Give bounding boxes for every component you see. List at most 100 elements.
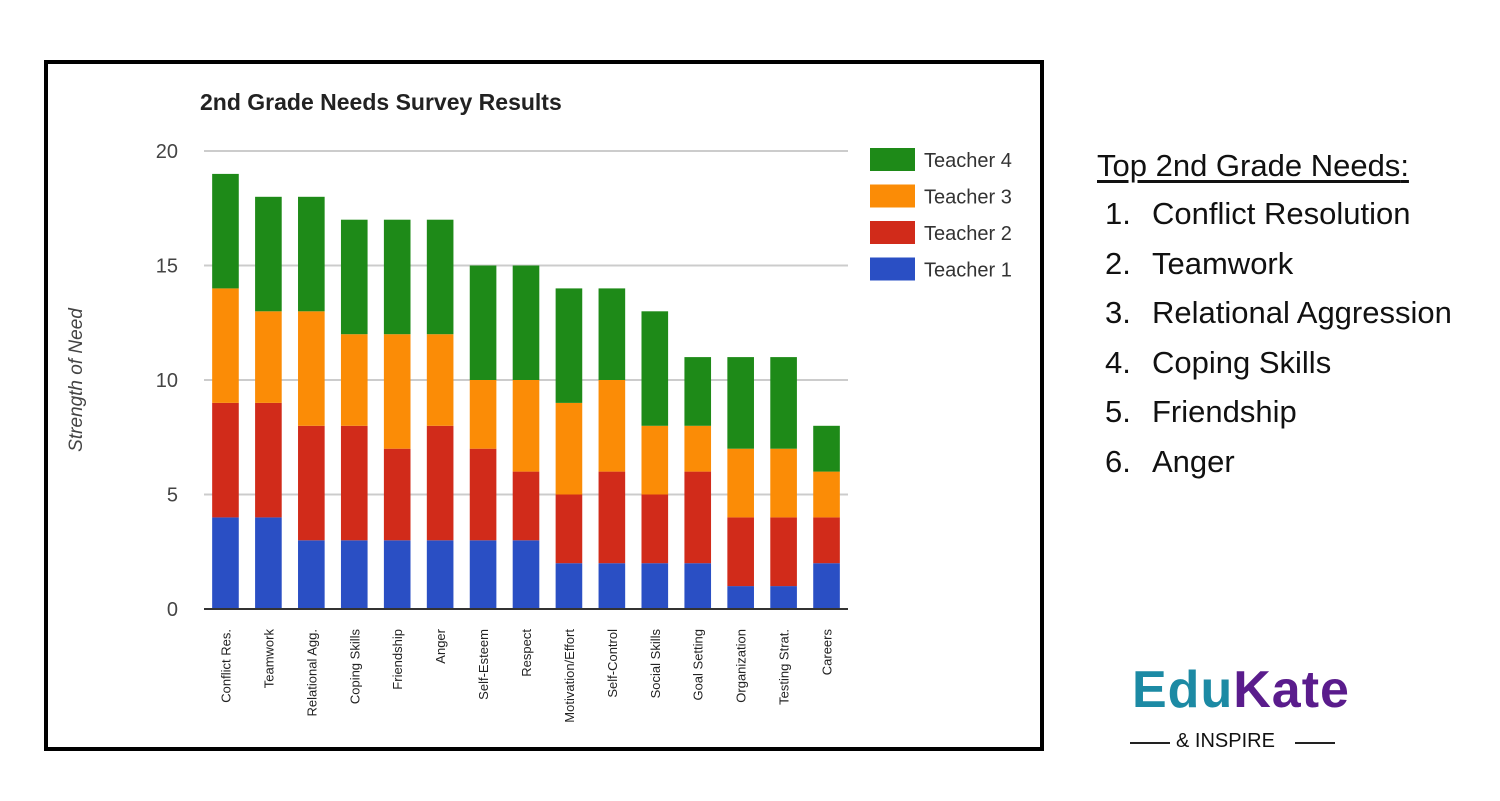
needs-list: 1. Conflict Resolution 2. Teamwork 3. Relat…	[1097, 194, 1497, 491]
logo-wordmark: EduKate	[1132, 660, 1350, 720]
need-label: Coping Skills	[1152, 344, 1332, 380]
bar-segment-teacher-4	[770, 357, 797, 449]
bar-segment-teacher-2	[813, 517, 840, 564]
logo-rule-right	[1295, 742, 1335, 744]
bar-segment-teacher-1	[555, 563, 583, 609]
bar-segment-teacher-2	[469, 448, 497, 541]
legend-swatch	[870, 148, 915, 171]
x-tick-label: Teamwork	[261, 629, 276, 689]
x-tick-label: Coping Skills	[347, 629, 362, 705]
bar-segment-teacher-1	[770, 586, 797, 609]
bar-segment-teacher-3	[212, 288, 239, 403]
logo-tagline-text: & INSPIRE	[1176, 730, 1275, 752]
chart-frame: 2nd Grade Needs Survey Results 0 5 10 15 20 St…	[44, 60, 1044, 751]
logo-tagline: & INSPIRE	[1130, 730, 1335, 756]
bar-segment-teacher-1	[383, 540, 411, 609]
bar-segment-teacher-4	[426, 219, 454, 335]
bar-segment-teacher-3	[383, 334, 411, 449]
need-item-3: 3. Relational Aggression	[1097, 293, 1497, 343]
bar-segment-teacher-2	[727, 517, 754, 587]
need-label: Friendship	[1152, 394, 1297, 429]
bar-segment-teacher-1	[255, 517, 282, 609]
bar-segment-teacher-1	[469, 540, 497, 609]
bar-segment-teacher-1	[598, 563, 626, 609]
need-number: 5.	[1105, 394, 1131, 429]
bar-segment-teacher-1	[426, 540, 454, 609]
bar-segment-teacher-2	[598, 471, 626, 564]
bar-segment-teacher-3	[426, 334, 454, 426]
bar-segment-teacher-4	[813, 425, 840, 472]
x-tick-label: Friendship	[390, 629, 405, 690]
bar-segment-teacher-3	[813, 471, 840, 518]
bar-segment-teacher-3	[555, 402, 583, 495]
bar-segment-teacher-1	[684, 563, 712, 609]
bar-segment-teacher-4	[383, 219, 411, 335]
logo-wordmark-edu: Edu	[1132, 661, 1234, 719]
bar-segment-teacher-3	[684, 425, 712, 472]
need-label: Anger	[1152, 443, 1235, 479]
x-tick-label: Social Skills	[648, 629, 663, 699]
need-label: Relational Aggression	[1152, 295, 1452, 330]
legend-label: Teacher 2	[924, 223, 1012, 245]
bar-segment-teacher-4	[512, 265, 540, 380]
logo-wordmark-kate: Kate	[1233, 661, 1350, 719]
bar-segment-teacher-2	[512, 471, 540, 541]
bar-segment-teacher-3	[727, 448, 754, 518]
needs-title-text: Top 2nd Grade Needs	[1097, 148, 1401, 183]
need-number: 6.	[1105, 443, 1131, 479]
need-item-2: 2. Teamwork	[1097, 244, 1497, 294]
x-tick-label: Careers	[820, 629, 835, 676]
bar-segment-teacher-1	[340, 540, 368, 609]
bar-segment-teacher-4	[555, 288, 583, 403]
bar-segment-teacher-1	[212, 517, 239, 609]
x-tick-label: Testing Strat.	[777, 629, 792, 705]
bar-segment-teacher-4	[684, 357, 712, 426]
logo-rule-left	[1130, 742, 1170, 744]
bar-segment-teacher-4	[727, 357, 754, 449]
bar-segment-teacher-4	[212, 173, 239, 289]
chart-title: 2nd Grade Needs Survey Results	[200, 89, 562, 115]
bar-segment-teacher-3	[340, 334, 368, 426]
bar-segment-teacher-2	[212, 402, 239, 518]
bar-segment-teacher-4	[641, 311, 669, 426]
bar-segment-teacher-1	[727, 586, 754, 609]
edukate-logo: EduKate & INSPIRE	[1110, 660, 1360, 760]
bar-segment-teacher-2	[641, 494, 669, 564]
bar-segment-teacher-4	[255, 196, 282, 312]
legend-label: Teacher 4	[924, 150, 1012, 172]
x-tick-label: Conflict Res.	[218, 629, 233, 703]
bar-segment-teacher-2	[555, 494, 583, 564]
legend-swatch	[870, 257, 915, 281]
x-tick-label: Respect	[519, 629, 534, 677]
bar-segment-teacher-2	[684, 471, 712, 564]
top-needs-panel: Top 2nd Grade Needs: 1. Conflict Resoluti…	[1097, 148, 1497, 491]
x-tick-label: Self-Esteem	[476, 629, 491, 700]
need-number: 3.	[1105, 295, 1131, 330]
x-tick-label: Motivation/Effort	[562, 629, 577, 723]
bar-segment-teacher-4	[340, 219, 368, 335]
bar-segment-teacher-2	[426, 425, 454, 541]
x-tick-label: Relational Agg.	[304, 629, 319, 716]
bar-segment-teacher-3	[641, 425, 669, 495]
bar-segment-teacher-3	[469, 380, 497, 449]
bar-segment-teacher-4	[469, 265, 497, 380]
legend-label: Teacher 3	[924, 187, 1012, 209]
stacked-bar-chart: 2nd Grade Needs Survey Results 0 5 10 15 20 St…	[66, 89, 1012, 723]
bar-segment-teacher-3	[512, 380, 540, 472]
y-tick-label: 20	[156, 141, 178, 163]
bar-segment-teacher-1	[641, 563, 669, 609]
x-tick-label: Organization	[734, 629, 749, 703]
legend-swatch	[870, 184, 915, 208]
bar-segment-teacher-3	[770, 448, 797, 518]
need-number: 2.	[1105, 245, 1131, 281]
need-item-5: 5. Friendship	[1097, 392, 1497, 442]
y-tick-label: 10	[156, 370, 178, 392]
bar-segment-teacher-3	[255, 311, 282, 403]
bar-segment-teacher-2	[383, 448, 411, 541]
y-axis-label: Strength of Need	[66, 307, 87, 452]
bar-segment-teacher-1	[813, 563, 840, 609]
need-item-4: 4. Coping Skills	[1097, 343, 1497, 393]
y-tick-label: 5	[167, 485, 178, 507]
needs-title-colon: :	[1400, 148, 1409, 183]
x-tick-label: Goal Setting	[691, 629, 706, 701]
